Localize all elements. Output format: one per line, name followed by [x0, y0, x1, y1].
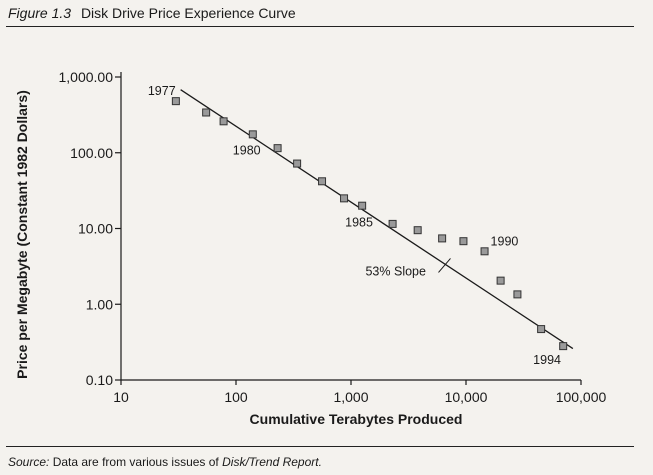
data-point — [559, 342, 568, 351]
data-point — [318, 177, 327, 186]
y-tick-label: 1,000.00 — [59, 69, 114, 85]
data-point — [358, 201, 367, 210]
annotation-label: 1980 — [233, 143, 261, 157]
data-point — [293, 159, 302, 168]
x-axis-title: Cumulative Terabytes Produced — [250, 411, 463, 427]
data-point — [248, 130, 257, 139]
data-point — [480, 247, 489, 256]
bottom-rule — [6, 446, 634, 447]
x-tick-label: 100,000 — [556, 389, 607, 405]
figure-number: Figure 1.3 — [8, 5, 72, 21]
x-tick-label: 10 — [113, 389, 129, 405]
data-point — [459, 237, 468, 246]
data-point — [273, 144, 282, 153]
data-point — [171, 97, 180, 106]
x-tick-label: 100 — [224, 389, 248, 405]
source-publication: Disk/Trend Report. — [222, 455, 322, 469]
y-tick-label: 0.10 — [86, 372, 113, 388]
data-point — [438, 234, 447, 243]
annotation-label: 1977 — [148, 84, 176, 98]
annotation-label: 1994 — [533, 353, 561, 367]
price-experience-chart: 0.10 1.00 10.00 100.00 1,000.00 10 100 1,000 10,… — [14, 69, 607, 427]
data-point — [513, 290, 522, 299]
slope-leader-line — [438, 258, 451, 273]
annotation-label: 1985 — [345, 216, 373, 230]
data-point — [413, 226, 422, 235]
figure-title: Figure 1.3 Disk Drive Price Experience C… — [8, 5, 296, 21]
y-axis-title: Price per Megabyte (Constant 1982 Dollar… — [14, 90, 30, 379]
data-point — [537, 325, 546, 334]
annotation-label: 1990 — [491, 234, 519, 248]
y-tick-label: 100.00 — [70, 145, 113, 161]
x-tick-label: 10,000 — [445, 389, 488, 405]
figure-title-text: Disk Drive Price Experience Curve — [80, 5, 296, 21]
source-label: Source: — [8, 455, 50, 469]
top-rule — [6, 26, 634, 27]
trend-line — [180, 89, 574, 350]
x-tick-label: 1,000 — [333, 389, 368, 405]
data-point — [496, 276, 505, 285]
data-point — [202, 108, 211, 117]
source-text: Data are from various issues of — [52, 455, 219, 469]
y-tick-label: 1.00 — [86, 296, 113, 312]
source-note: Source: Data are from various issues of … — [8, 455, 322, 469]
data-point — [340, 194, 349, 203]
y-tick-label: 10.00 — [78, 221, 113, 237]
data-point — [219, 117, 228, 126]
annotation-label: 53% Slope — [365, 264, 426, 278]
data-point — [388, 219, 397, 228]
